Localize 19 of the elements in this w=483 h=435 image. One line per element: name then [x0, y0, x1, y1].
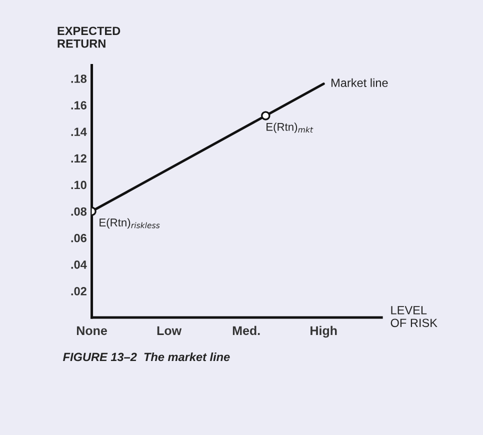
annotation: E(Rtn)$_{mkt}$ — [266, 122, 314, 134]
x-tick-label: Med. — [232, 326, 260, 336]
y-tick-label: .06 — [71, 234, 86, 242]
y-tick-label: .04 — [71, 260, 87, 269]
annotation: E(Rtn)$_{riskless}$ — [100, 218, 160, 229]
x-tick-label: Low — [157, 326, 182, 336]
x-tick-label: High — [310, 326, 337, 338]
y-tick-label: .08 — [71, 207, 87, 216]
x-tick-label: None — [76, 326, 107, 336]
annotation: Market line — [332, 78, 388, 88]
y-tick-label: .10 — [71, 180, 86, 190]
caption: FIGURE 13–2 The market line — [63, 352, 230, 362]
y-axis-title: EXPECTED RETURN — [58, 26, 120, 48]
y-tick-label: .16 — [71, 101, 86, 110]
y-tick-label: .12 — [71, 154, 86, 162]
y-tick-label: .02 — [71, 287, 86, 296]
y-tick-label: .18 — [71, 74, 87, 83]
x-axis-title: LEVEL OF RISK — [390, 306, 438, 328]
y-tick-label: .14 — [71, 128, 87, 136]
